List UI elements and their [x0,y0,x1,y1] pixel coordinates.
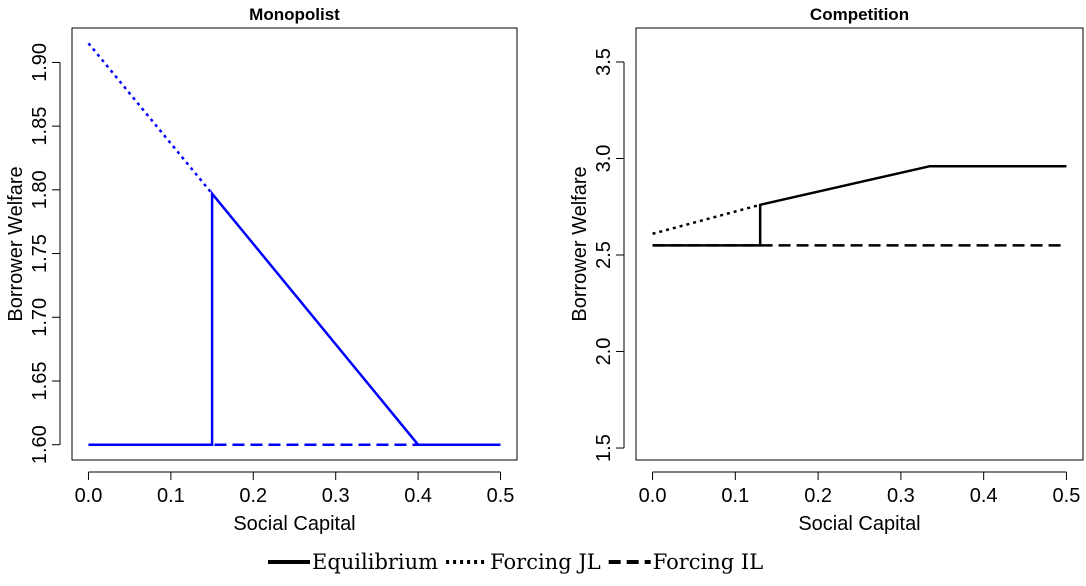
x-tick-label: 0.0 [75,485,103,507]
x-tick-label: 0.1 [721,485,749,507]
x-tick-label: 0.4 [404,485,432,507]
x-tick-label: 0.1 [157,485,185,507]
y-tick-label: 1.70 [29,298,51,337]
y-tick-label: 2.5 [593,241,615,269]
series-line [87,42,214,195]
y-tick-label: 1.80 [29,170,51,209]
chart-title: Competition [810,5,909,24]
y-tick-label: 3.5 [593,48,615,76]
y-tick-label: 1.5 [593,434,615,462]
x-axis-label: Social Capital [233,513,355,535]
x-axis-label: Social Capital [798,513,920,535]
y-tick-label: 2.0 [593,338,615,366]
series-line [88,190,501,446]
y-axis-label: Borrower Welfare [569,166,591,321]
y-tick-label: 1.75 [29,234,51,273]
x-tick-label: 0.3 [322,485,350,507]
legend-label: Equilibrium [312,550,438,574]
legend-label: Forcing IL [653,550,764,574]
x-tick-label: 0.2 [804,485,832,507]
y-tick-label: 1.60 [29,425,51,464]
series-line [652,203,761,235]
y-tick-label: 1.65 [29,362,51,401]
x-tick-label: 0.0 [639,485,667,507]
y-tick-label: 3.0 [593,145,615,173]
series-line [652,164,1067,247]
x-tick-label: 0.5 [487,485,515,507]
y-tick-label: 1.90 [29,43,51,82]
plot-frame [71,27,518,461]
x-tick-label: 0.5 [1053,485,1081,507]
y-axis-label: Borrower Welfare [5,166,27,321]
x-tick-label: 0.3 [887,485,915,507]
y-tick-label: 1.85 [29,107,51,146]
legend-label: Forcing JL [490,550,601,574]
x-tick-label: 0.4 [970,485,998,507]
chart-title: Monopolist [249,5,340,24]
plot-frame [635,27,1084,461]
x-tick-label: 0.2 [239,485,267,507]
